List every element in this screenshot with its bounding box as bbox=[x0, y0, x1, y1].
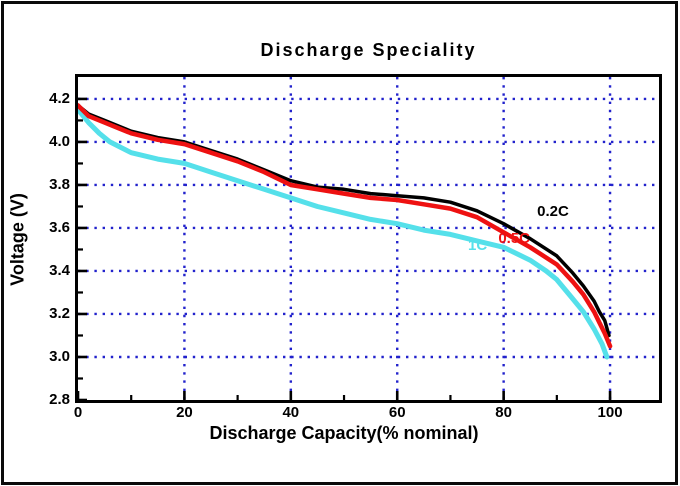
plot-area bbox=[75, 74, 662, 403]
x-axis-label: Discharge Capacity(% nominal) bbox=[209, 423, 479, 443]
y-tick-label: 2.8 bbox=[49, 391, 70, 408]
curve-0.5C bbox=[78, 103, 613, 349]
curve-label-0.2C: 0.2C bbox=[537, 202, 569, 220]
chart-canvas bbox=[78, 77, 659, 400]
y-tick-label: 4.0 bbox=[49, 132, 70, 150]
chart-title: Discharge Speciality bbox=[260, 40, 477, 60]
x-tick-label: 20 bbox=[176, 404, 193, 421]
y-axis-label: Voltage (V) bbox=[7, 193, 28, 286]
curve-label-0.5C: 0.5C bbox=[498, 229, 530, 247]
curve-1C bbox=[78, 107, 610, 360]
x-tick-label: 60 bbox=[388, 404, 406, 421]
y-tick-label: 3.0 bbox=[49, 347, 70, 365]
y-tick-label: 3.2 bbox=[49, 304, 70, 322]
x-tick-label: 40 bbox=[282, 404, 300, 421]
x-tick-label: 80 bbox=[495, 404, 512, 421]
y-tick-label: 3.8 bbox=[49, 175, 70, 193]
curve-label-1C: 1C bbox=[467, 237, 488, 255]
y-tick-label: 4.2 bbox=[49, 89, 70, 107]
x-tick-label: 100 bbox=[597, 404, 623, 421]
y-tick-label: 3.6 bbox=[49, 218, 70, 236]
y-tick-label: 3.4 bbox=[49, 261, 70, 279]
x-tick-label: 0 bbox=[73, 404, 83, 421]
